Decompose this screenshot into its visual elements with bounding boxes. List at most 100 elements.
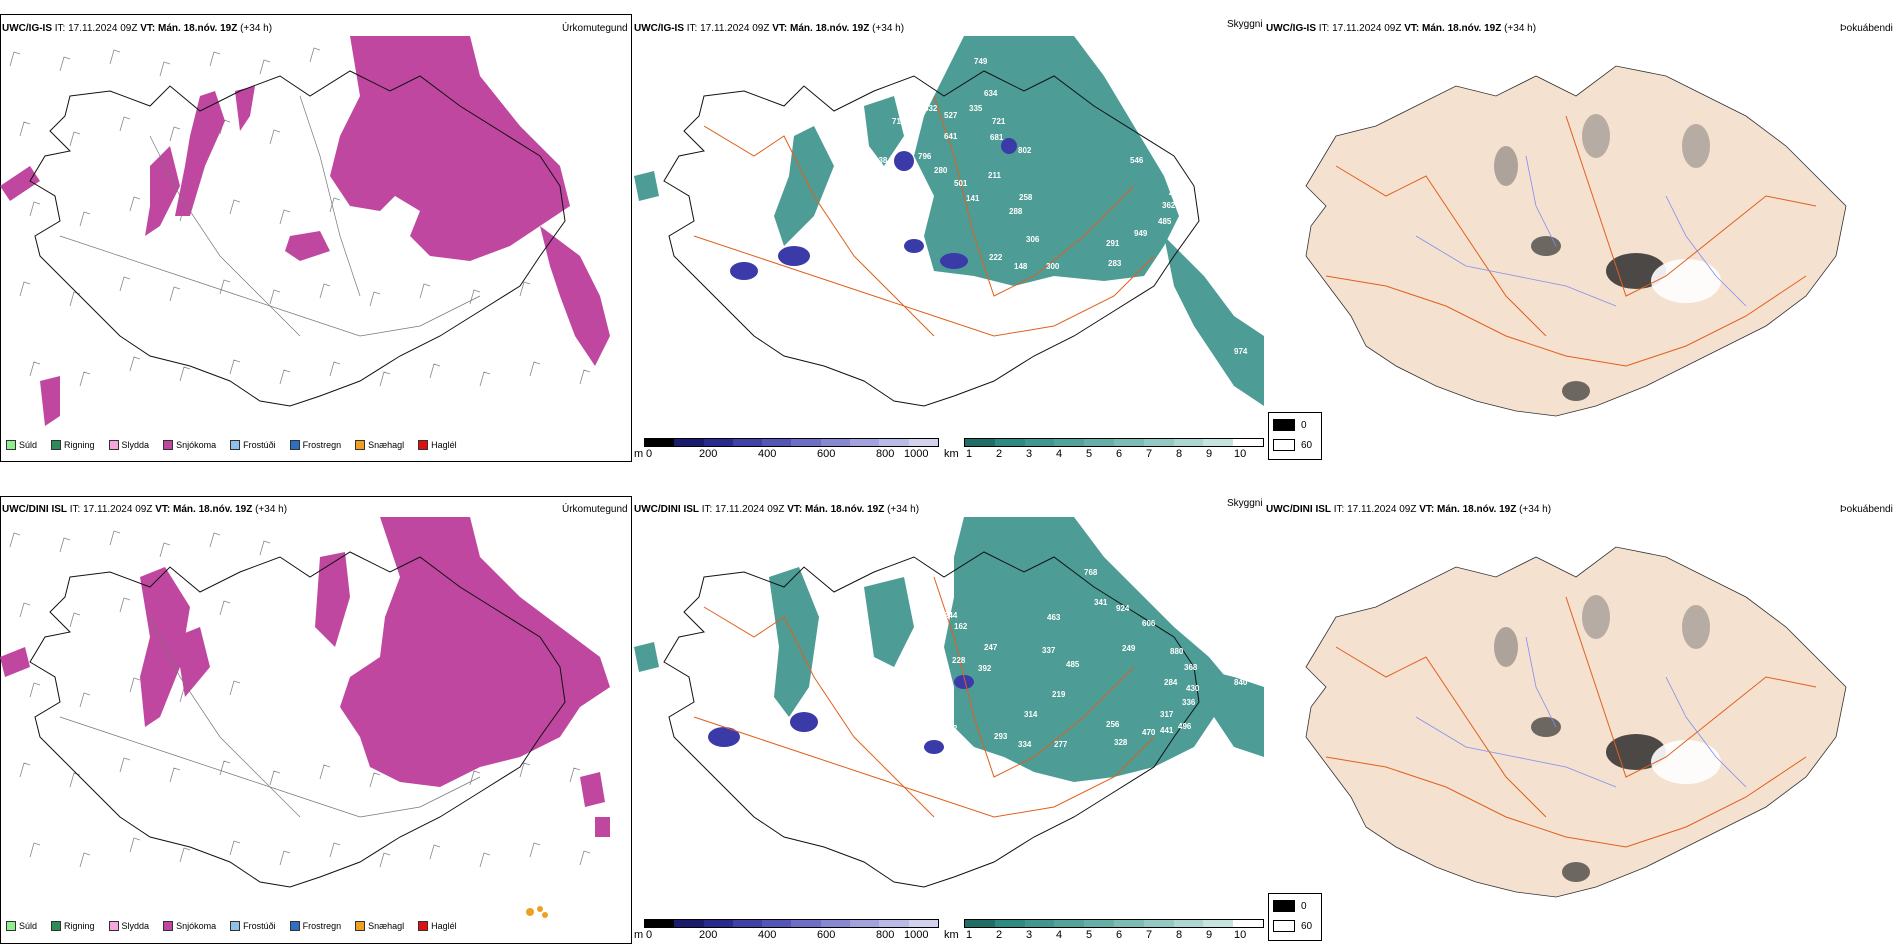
- legend-label: Súld: [19, 440, 38, 450]
- fog-legend-row: 60: [1273, 920, 1312, 932]
- it-value: 17.11.2024 09Z: [1347, 504, 1417, 515]
- visibility-colorbar-gradient: [964, 919, 1264, 928]
- ceiling-label: 288: [1009, 207, 1023, 216]
- snow-areas: [0, 36, 610, 426]
- legend-swatch: [163, 921, 174, 931]
- model-name: UWC/IG-IS: [2, 23, 52, 34]
- legend-label: Haglél: [431, 440, 457, 450]
- legend-label: Snjókoma: [176, 440, 217, 450]
- ceiling-label: 141: [966, 194, 980, 203]
- model-name: UWC/DINI ISL: [1266, 504, 1331, 515]
- it-label: IT:: [701, 504, 713, 515]
- model-name: UWC/IG-IS: [634, 23, 684, 34]
- visibility-tick: 5: [1086, 929, 1093, 941]
- vt-label: VT:: [772, 23, 788, 34]
- ceiling-label: 258: [1019, 193, 1033, 202]
- ceiling-label: 880: [1170, 647, 1184, 656]
- visibility-tick: 4: [1056, 929, 1063, 941]
- wind-barbs: [9, 47, 591, 387]
- ceiling-label: 293: [994, 732, 1008, 741]
- precip-panel-header: UWC/IG-IS IT: 17.11.2024 09Z VT: Mán. 18…: [2, 23, 272, 34]
- ceiling-label: 158: [866, 243, 880, 252]
- ceiling-label: 840: [1234, 678, 1248, 687]
- coastline: [663, 551, 1200, 888]
- vt-value: Mán. 18.nóv. 19Z: [158, 23, 238, 34]
- visibility-colorbar: km 1 2 3 4 5 6 7 8 9 10: [944, 438, 1266, 464]
- visibility-tick: 1: [966, 448, 973, 460]
- fog-legend-row: 0: [1273, 900, 1307, 912]
- ceiling-tick: 200: [699, 448, 718, 460]
- ceiling-label: 714: [892, 117, 906, 126]
- ceiling-label: 336: [1182, 698, 1196, 707]
- lead-time: (+34 h): [887, 504, 920, 515]
- fog-panel-title: Þokuábendi: [1840, 23, 1893, 34]
- row-1: UWC/IG-IS IT: 17.11.2024 09Z VT: Mán. 18…: [0, 0, 1900, 470]
- vt-value: Mán. 18.nóv. 19Z: [1437, 504, 1517, 515]
- cloud-teal-areas: [634, 36, 1264, 406]
- visibility-tick: 1: [966, 929, 973, 941]
- ceiling-tick: 600: [817, 929, 836, 941]
- roads: [59, 95, 481, 337]
- roads: [693, 95, 1155, 337]
- precip-legend: Súld Rigning Slydda Snjókoma Frostúði Fr…: [6, 440, 467, 450]
- legend-swatch: [108, 440, 119, 450]
- ceiling-label: 949: [1134, 229, 1148, 238]
- roads: [1325, 115, 1817, 367]
- ceiling-colorbar: m 0 200 400 600 800 1000: [634, 438, 939, 464]
- lead-time: (+34 h): [872, 23, 905, 34]
- ceiling-numbers: 768 341 924 244 162 463 606 186 247 337 …: [894, 568, 1248, 865]
- ceiling-label: 721: [992, 117, 1006, 126]
- ceiling-label: 247: [984, 643, 998, 652]
- ceiling-label: 501: [954, 179, 968, 188]
- ceiling-label: 335: [969, 104, 983, 113]
- ceiling-tick: 600: [817, 448, 836, 460]
- visibility-tick: 5: [1086, 448, 1093, 460]
- fog-legend: 0 60: [1268, 893, 1322, 941]
- legend-item-sudl: Súld: [6, 440, 37, 450]
- ceiling-colorbar-gradient: [644, 438, 939, 447]
- legend-item-sudl: Súld: [6, 921, 37, 931]
- legend-swatch: [230, 440, 241, 450]
- legend-item-haglel: Haglél: [418, 921, 457, 931]
- visibility-tick: 10: [1234, 448, 1247, 460]
- fog-legend-label: 0: [1301, 419, 1307, 431]
- legend-swatch: [289, 440, 300, 450]
- ceiling-label: 802: [1018, 146, 1032, 155]
- ceiling-colorbar-gradient: [644, 919, 939, 928]
- ceiling-label: 186: [932, 634, 946, 643]
- ceiling-label: 93: [894, 720, 903, 729]
- ceiling-label: 314: [1024, 710, 1038, 719]
- visibility-tick: 9: [1206, 929, 1213, 941]
- fog-legend-row: 60: [1273, 439, 1312, 451]
- vis-panel-header: UWC/IG-IS IT: 17.11.2024 09Z VT: Mán. 18…: [634, 23, 904, 34]
- vt-label: VT:: [787, 504, 803, 515]
- legend-label: Frostregn: [302, 921, 342, 931]
- ceiling-tick: 200: [699, 929, 718, 941]
- fog-map: [1305, 546, 1847, 898]
- vt-label: VT:: [1419, 504, 1435, 515]
- legend-label: Snjókoma: [176, 921, 217, 931]
- cloud-teal-areas: [634, 517, 1264, 782]
- ceiling-label: 681: [990, 133, 1004, 142]
- ceiling-label: 306: [1026, 235, 1040, 244]
- legend-label: Slydda: [121, 440, 150, 450]
- vt-value: Mán. 18.nóv. 19Z: [1422, 23, 1502, 34]
- ceiling-label: 392: [978, 664, 992, 673]
- visibility-map: 768 341 924 244 162 463 606 186 247 337 …: [634, 517, 1264, 888]
- ceiling-tick: 0: [646, 929, 653, 941]
- ceiling-numbers: 749 634 532 527 335 714 365 229 641 796 …: [790, 57, 1248, 405]
- it-label: IT:: [686, 23, 698, 34]
- ceiling-label: 291: [1106, 239, 1120, 248]
- model-name: UWC/DINI ISL: [2, 504, 67, 515]
- roads: [693, 576, 1155, 818]
- ceiling-label: 249: [1122, 644, 1136, 653]
- coastline: [29, 551, 566, 888]
- legend-item-rigning: Rigning: [51, 921, 95, 931]
- legend-label: Rigning: [64, 440, 95, 450]
- ceiling-label: 974: [1234, 347, 1248, 356]
- legend-label: Súld: [19, 921, 38, 931]
- precip-panel-frame: [0, 496, 632, 944]
- legend-label: Rigning: [64, 921, 95, 931]
- ceiling-label: 300: [1046, 262, 1060, 271]
- legend-item-snjokoma: Snjókoma: [163, 921, 216, 931]
